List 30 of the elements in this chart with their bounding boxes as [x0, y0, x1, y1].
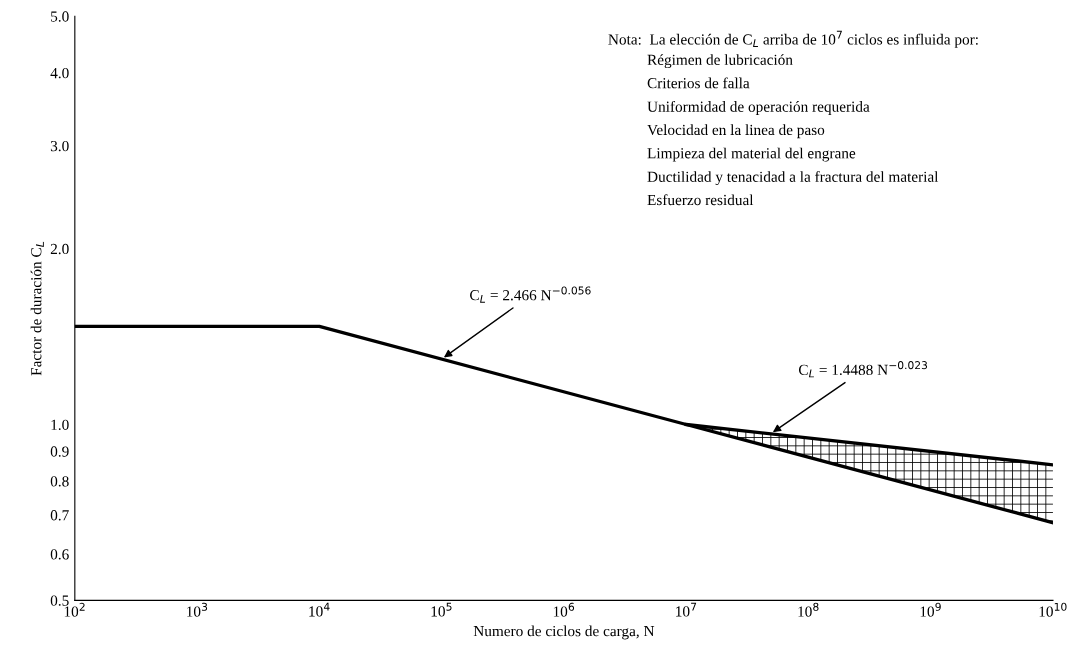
annotation: C$_{L}$ = 2.466 N$^{−0.056}$ — [470, 286, 591, 303]
y-tick-label: 1.0 — [51, 419, 69, 431]
annotation: Uniformidad de operación requerida — [647, 100, 870, 115]
y-axis-title: Factor de duración C$_{L}$ — [30, 241, 44, 376]
x-tick-label: 10$^{7}$ — [676, 602, 697, 617]
y-tick-label: 0.9 — [50, 446, 69, 457]
y-tick-label: 2.0 — [50, 243, 69, 255]
annotation: Criterios de falla — [647, 77, 750, 89]
x-tick-label: 10$^{8}$ — [798, 602, 819, 617]
x-tick-label: 10$^{10}$ — [1039, 602, 1067, 617]
annotation: Esfuerzo residual — [647, 194, 754, 206]
y-tick-label: 0.7 — [50, 510, 69, 521]
x-tick-label: 10$^{6}$ — [553, 602, 575, 617]
annotation: Nota: La elección de C$_{L}$ arriba de 10$^{7}$ ciclos es influida por: — [608, 30, 978, 48]
annotation: Régimen de lubricación — [647, 54, 793, 69]
x-tick-label: 10$^{4}$ — [309, 602, 330, 617]
annotation: Velocidad en la linea de paso — [647, 124, 825, 139]
x-tick-label: 10$^{5}$ — [431, 602, 452, 617]
annotation: C$_{L}$ = 1.4488 N$^{−0.023}$ — [798, 361, 928, 378]
x-tick-label: 10$^{9}$ — [920, 602, 941, 617]
y-tick-label: 3.0 — [50, 140, 69, 152]
y-tick-label: 5.0 — [51, 11, 69, 22]
y-tick-label: 0.6 — [50, 549, 69, 560]
y-tick-label: 4.0 — [50, 67, 69, 79]
x-axis-title: Numero de ciclos de carga, N — [473, 625, 655, 640]
annotation: Limpieza del material del engrane — [647, 147, 856, 162]
annotation: Ductilidad y tenacidad a la fractura del material — [647, 171, 939, 186]
y-tick-label: 0.8 — [50, 476, 69, 487]
y-tick-label: 0.5 — [50, 595, 69, 606]
x-tick-label: 10$^{3}$ — [187, 602, 208, 617]
